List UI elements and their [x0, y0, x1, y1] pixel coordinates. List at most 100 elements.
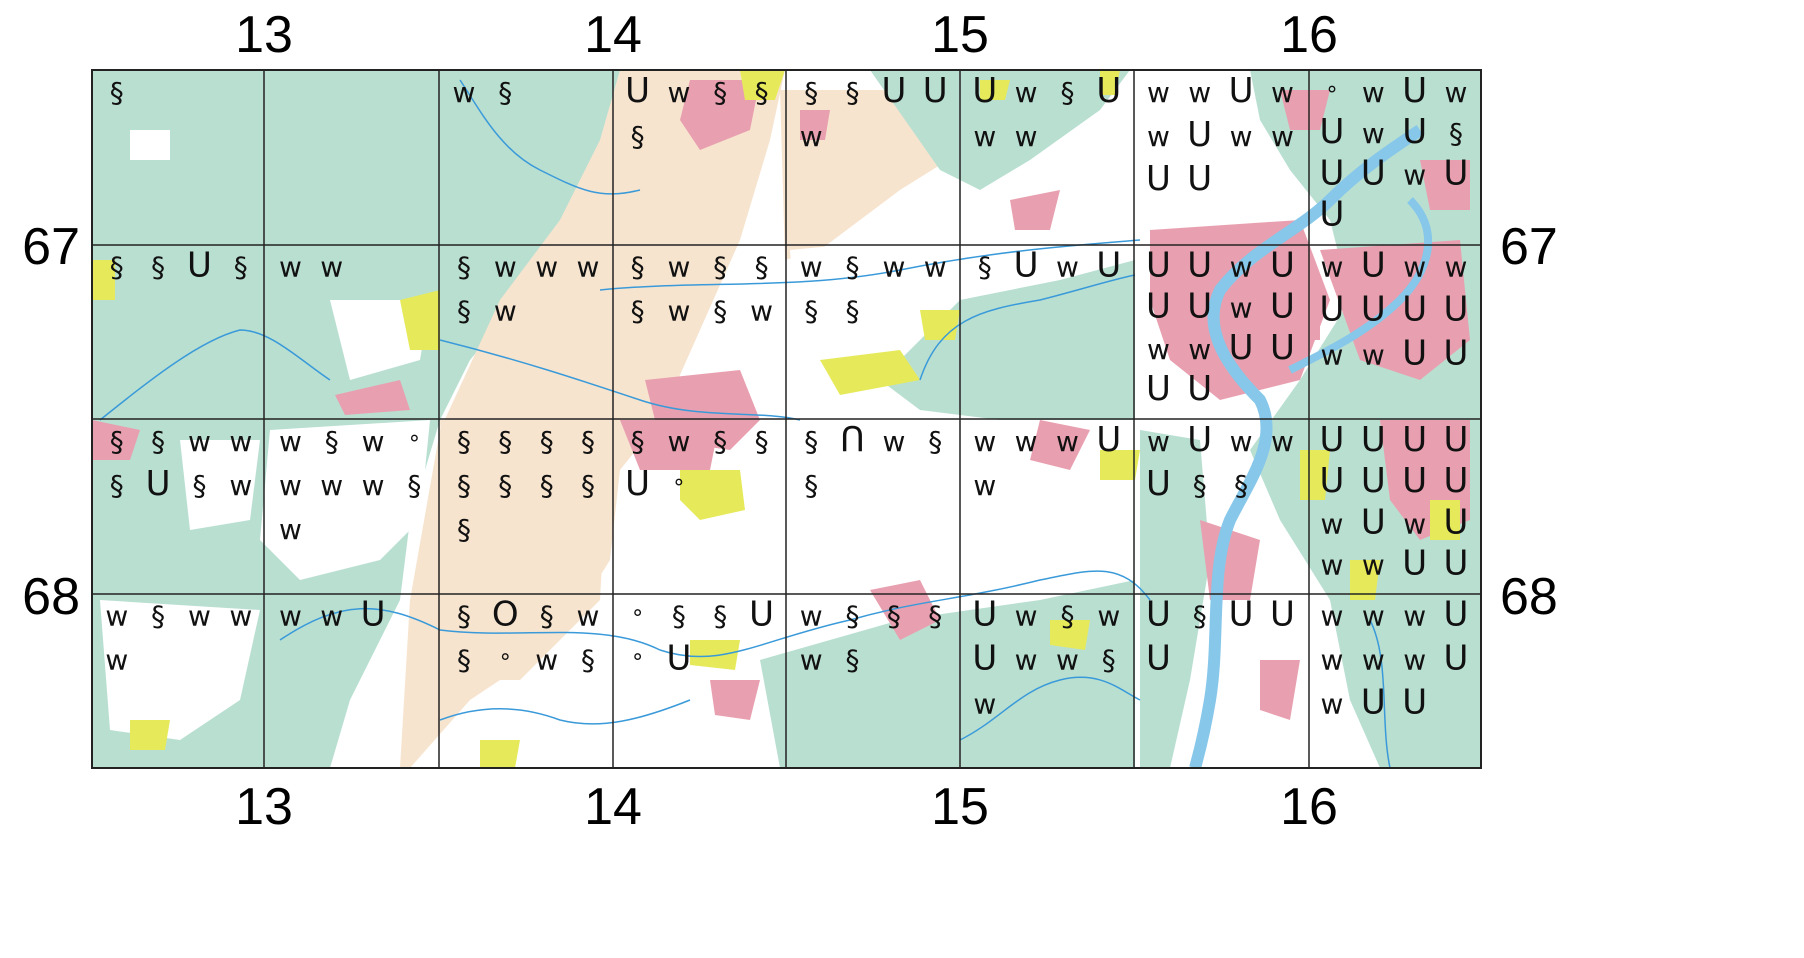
grid-col-label-bottom: 14: [584, 778, 642, 836]
w-symbol-marker: w: [1362, 339, 1385, 372]
w-symbol-marker: w: [1188, 333, 1211, 366]
w-symbol-marker: w: [1321, 688, 1344, 721]
u-symbol-marker: ᑌ: [1320, 153, 1345, 193]
w-symbol-marker: w: [1445, 76, 1468, 109]
w-symbol-marker: w: [973, 688, 996, 721]
u-symbol-marker: ᑌ: [187, 246, 212, 286]
n-symbol-marker: ᑎ: [840, 420, 865, 460]
section-symbol-marker: §: [755, 425, 769, 458]
u-symbol-marker: ᑌ: [1444, 290, 1469, 330]
section-symbol-marker: §: [631, 425, 645, 458]
section-symbol-marker: §: [407, 469, 421, 502]
section-symbol-marker: §: [887, 600, 901, 633]
u-symbol-marker: ᑌ: [1402, 334, 1427, 374]
grid-row-label-right: 68: [1500, 568, 1558, 626]
section-symbol-marker: §: [498, 76, 512, 109]
u-symbol-marker: ᑌ: [1444, 595, 1469, 635]
stream: [439, 699, 691, 725]
w-symbol-marker: w: [188, 600, 211, 633]
w-symbol-marker: w: [1230, 292, 1253, 325]
urban-area: [800, 110, 830, 140]
u-symbol-marker: ᑌ: [1361, 246, 1386, 286]
vegetation-area: [980, 80, 1010, 100]
u-symbol-marker: ᑌ: [1096, 71, 1121, 111]
w-symbol-marker: w: [229, 425, 252, 458]
u-symbol-marker: ᑌ: [1361, 153, 1386, 193]
section-symbol-marker: §: [1061, 76, 1075, 109]
u-symbol-marker: ᑌ: [1187, 369, 1212, 409]
u-symbol-marker: ᑌ: [625, 71, 650, 111]
w-symbol-marker: w: [362, 425, 385, 458]
grid-col-label-top: 16: [1280, 6, 1338, 64]
w-symbol-marker: w: [577, 251, 600, 284]
vegetation-area: [1350, 560, 1380, 600]
vegetation-area: [480, 740, 520, 768]
small-circle-symbol-marker: °: [632, 651, 643, 676]
u-symbol-marker: ᑌ: [1361, 502, 1386, 542]
u-symbol-marker: ᑌ: [1361, 683, 1386, 723]
section-symbol-marker: §: [498, 469, 512, 502]
w-symbol-marker: w: [279, 469, 302, 502]
u-symbol-marker: ᑌ: [1146, 464, 1171, 504]
grassland-east: [1140, 430, 1210, 768]
u-symbol-marker: ᑌ: [1361, 461, 1386, 501]
section-symbol-marker: §: [457, 425, 471, 458]
section-symbol-marker: §: [110, 251, 124, 284]
section-symbol-marker: §: [151, 600, 165, 633]
u-symbol-marker: ᑌ: [146, 464, 171, 504]
stream: [279, 570, 1151, 658]
section-symbol-marker: §: [846, 76, 860, 109]
w-symbol-marker: w: [882, 425, 905, 458]
u-symbol-marker: ᑌ: [1320, 194, 1345, 234]
w-symbol-marker: w: [1321, 339, 1344, 372]
w-symbol-marker: w: [453, 76, 476, 109]
w-symbol-marker: w: [1403, 644, 1426, 677]
u-symbol-marker: ᑌ: [1402, 683, 1427, 723]
urban-area: [620, 420, 720, 470]
section-symbol-marker: §: [1102, 644, 1116, 677]
u-symbol-marker: ᑌ: [1402, 420, 1427, 460]
w-symbol-marker: w: [1321, 548, 1344, 581]
section-symbol-marker: §: [804, 469, 818, 502]
urban-area: [1290, 300, 1320, 340]
w-symbol-marker: w: [1056, 425, 1079, 458]
w-symbol-marker: w: [973, 425, 996, 458]
blank-patch: [260, 420, 430, 580]
blank-patch: [100, 600, 260, 740]
w-symbol-marker: w: [973, 120, 996, 153]
w-symbol-marker: w: [1056, 251, 1079, 284]
small-circle-symbol-marker: °: [1327, 83, 1338, 108]
section-symbol-marker: §: [110, 76, 124, 109]
vegetation-area: [1100, 450, 1140, 480]
u-symbol-marker: ᑌ: [666, 639, 691, 679]
u-symbol-marker: ᑌ: [1402, 461, 1427, 501]
grid-row-label-left: 67: [22, 218, 80, 276]
w-symbol-marker: w: [1015, 120, 1038, 153]
u-symbol-marker: ᑌ: [1361, 290, 1386, 330]
section-symbol-marker: §: [928, 425, 942, 458]
w-symbol-marker: w: [1015, 644, 1038, 677]
section-symbol-marker: §: [581, 469, 595, 502]
vegetation-area: [1100, 70, 1120, 95]
w-symbol-marker: w: [1271, 120, 1294, 153]
u-symbol-marker: ᑌ: [972, 595, 997, 635]
u-symbol-marker: ᑌ: [1444, 543, 1469, 583]
w-symbol-marker: w: [1147, 425, 1170, 458]
section-symbol-marker: §: [846, 600, 860, 633]
w-symbol-marker: w: [494, 251, 517, 284]
vegetation-area: [1300, 450, 1330, 500]
w-symbol-marker: w: [800, 644, 823, 677]
section-symbol-marker: §: [713, 600, 727, 633]
small-circle-symbol-marker: °: [673, 476, 684, 501]
section-symbol-marker: §: [804, 76, 818, 109]
urban-area: [710, 680, 760, 720]
stream: [99, 329, 331, 421]
vegetation-area: [820, 350, 920, 395]
u-symbol-marker: ᑌ: [1361, 420, 1386, 460]
w-symbol-marker: w: [535, 251, 558, 284]
section-symbol-marker: §: [713, 295, 727, 328]
u-symbol-marker: ᑌ: [1146, 369, 1171, 409]
section-symbol-marker: §: [846, 644, 860, 677]
w-symbol-marker: w: [1321, 600, 1344, 633]
u-symbol-marker: ᑌ: [1270, 595, 1295, 635]
